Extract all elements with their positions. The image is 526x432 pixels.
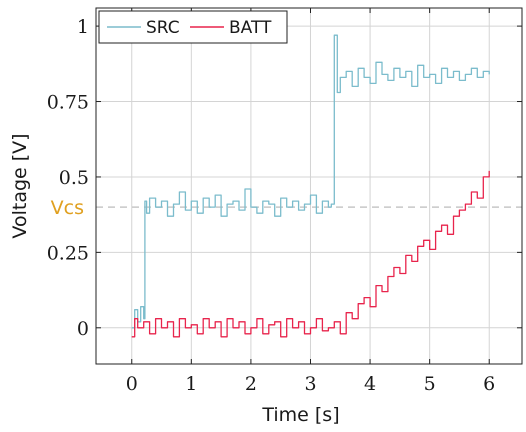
y-tick-label-3: 0.75 (47, 92, 89, 114)
x-tick-label-5: 5 (424, 373, 436, 395)
y-tick-label-0: 0 (77, 318, 89, 340)
axis-ticks: 0 1 2 3 4 5 6 0 0.25 0.5 0.75 1 (47, 8, 522, 395)
x-tick-label-1: 1 (185, 373, 197, 395)
y-axis-title: Voltage [V] (9, 133, 31, 238)
plot-frame (95, 7, 523, 365)
vcs-label: Vcs (51, 197, 84, 219)
x-axis-title: Time [s] (261, 404, 339, 426)
legend-label-batt: BATT (229, 18, 272, 38)
series-lines (131, 34, 490, 338)
series-line-src (131, 34, 490, 329)
x-tick-label-2: 2 (245, 373, 257, 395)
y-tick-label-1: 0.25 (47, 242, 89, 264)
y-tick-label-4: 1 (77, 16, 89, 38)
y-tick-label-2: 0.5 (59, 167, 89, 189)
grid-lines (96, 8, 522, 364)
x-tick-label-0: 0 (126, 373, 138, 395)
x-tick-label-6: 6 (483, 373, 495, 395)
legend: SRC BATT (98, 10, 288, 44)
legend-label-src: SRC (146, 18, 180, 38)
x-tick-label-3: 3 (304, 373, 316, 395)
x-tick-label-4: 4 (364, 373, 376, 395)
series-line-batt (131, 170, 490, 338)
